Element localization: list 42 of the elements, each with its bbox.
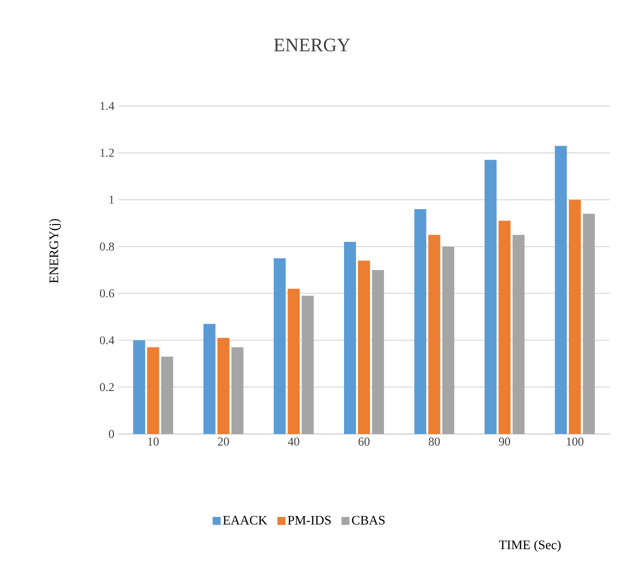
- text: TIME (Sec): [499, 540, 561, 552]
- bar: [161, 356, 174, 434]
- bar: [498, 220, 511, 434]
- bar: [372, 270, 384, 434]
- bar: [147, 347, 160, 434]
- x-tick-label: 10: [148, 438, 159, 446]
- bar: [442, 246, 454, 434]
- y-tick-label: 1: [110, 196, 114, 204]
- y-tick-label: 1.2: [100, 148, 114, 157]
- y-tick-label: 0.6: [100, 289, 114, 298]
- bar: [217, 338, 230, 434]
- x-tick-label: 20: [218, 438, 229, 446]
- y-tick-label: 0.8: [100, 242, 114, 251]
- bar: [133, 340, 146, 434]
- bar: [484, 160, 497, 434]
- x-tick-label: 90: [498, 438, 510, 446]
- y-tick-label: 0.4: [100, 336, 114, 344]
- bar: [428, 234, 440, 434]
- bar: [231, 347, 244, 434]
- legend-label: CBAS: [352, 516, 385, 525]
- bar: [344, 242, 356, 434]
- bar: [288, 288, 300, 434]
- x-tick-label: 40: [288, 438, 300, 446]
- y-tick-label: 0: [108, 430, 114, 438]
- x-tick-label: 80: [428, 438, 440, 446]
- bar: [512, 234, 525, 434]
- bar: [582, 214, 595, 434]
- legend-label: EAACK: [223, 516, 268, 525]
- bar: [274, 258, 286, 434]
- bar: [414, 209, 426, 434]
- bar: [203, 324, 216, 434]
- bar: [358, 260, 370, 434]
- y-axis-title: ENERGY(j): [49, 219, 61, 284]
- bar: [554, 146, 567, 434]
- y-tick-label: 0.2: [100, 383, 114, 392]
- bar: [568, 200, 581, 434]
- x-tick-label: 100: [566, 438, 584, 446]
- bar: [302, 296, 314, 434]
- y-tick-label: 1.4: [100, 102, 114, 110]
- x-tick-label: 60: [358, 438, 370, 446]
- chart-title: ENERGY: [274, 38, 350, 52]
- legend-label: PM-IDS: [288, 516, 331, 525]
